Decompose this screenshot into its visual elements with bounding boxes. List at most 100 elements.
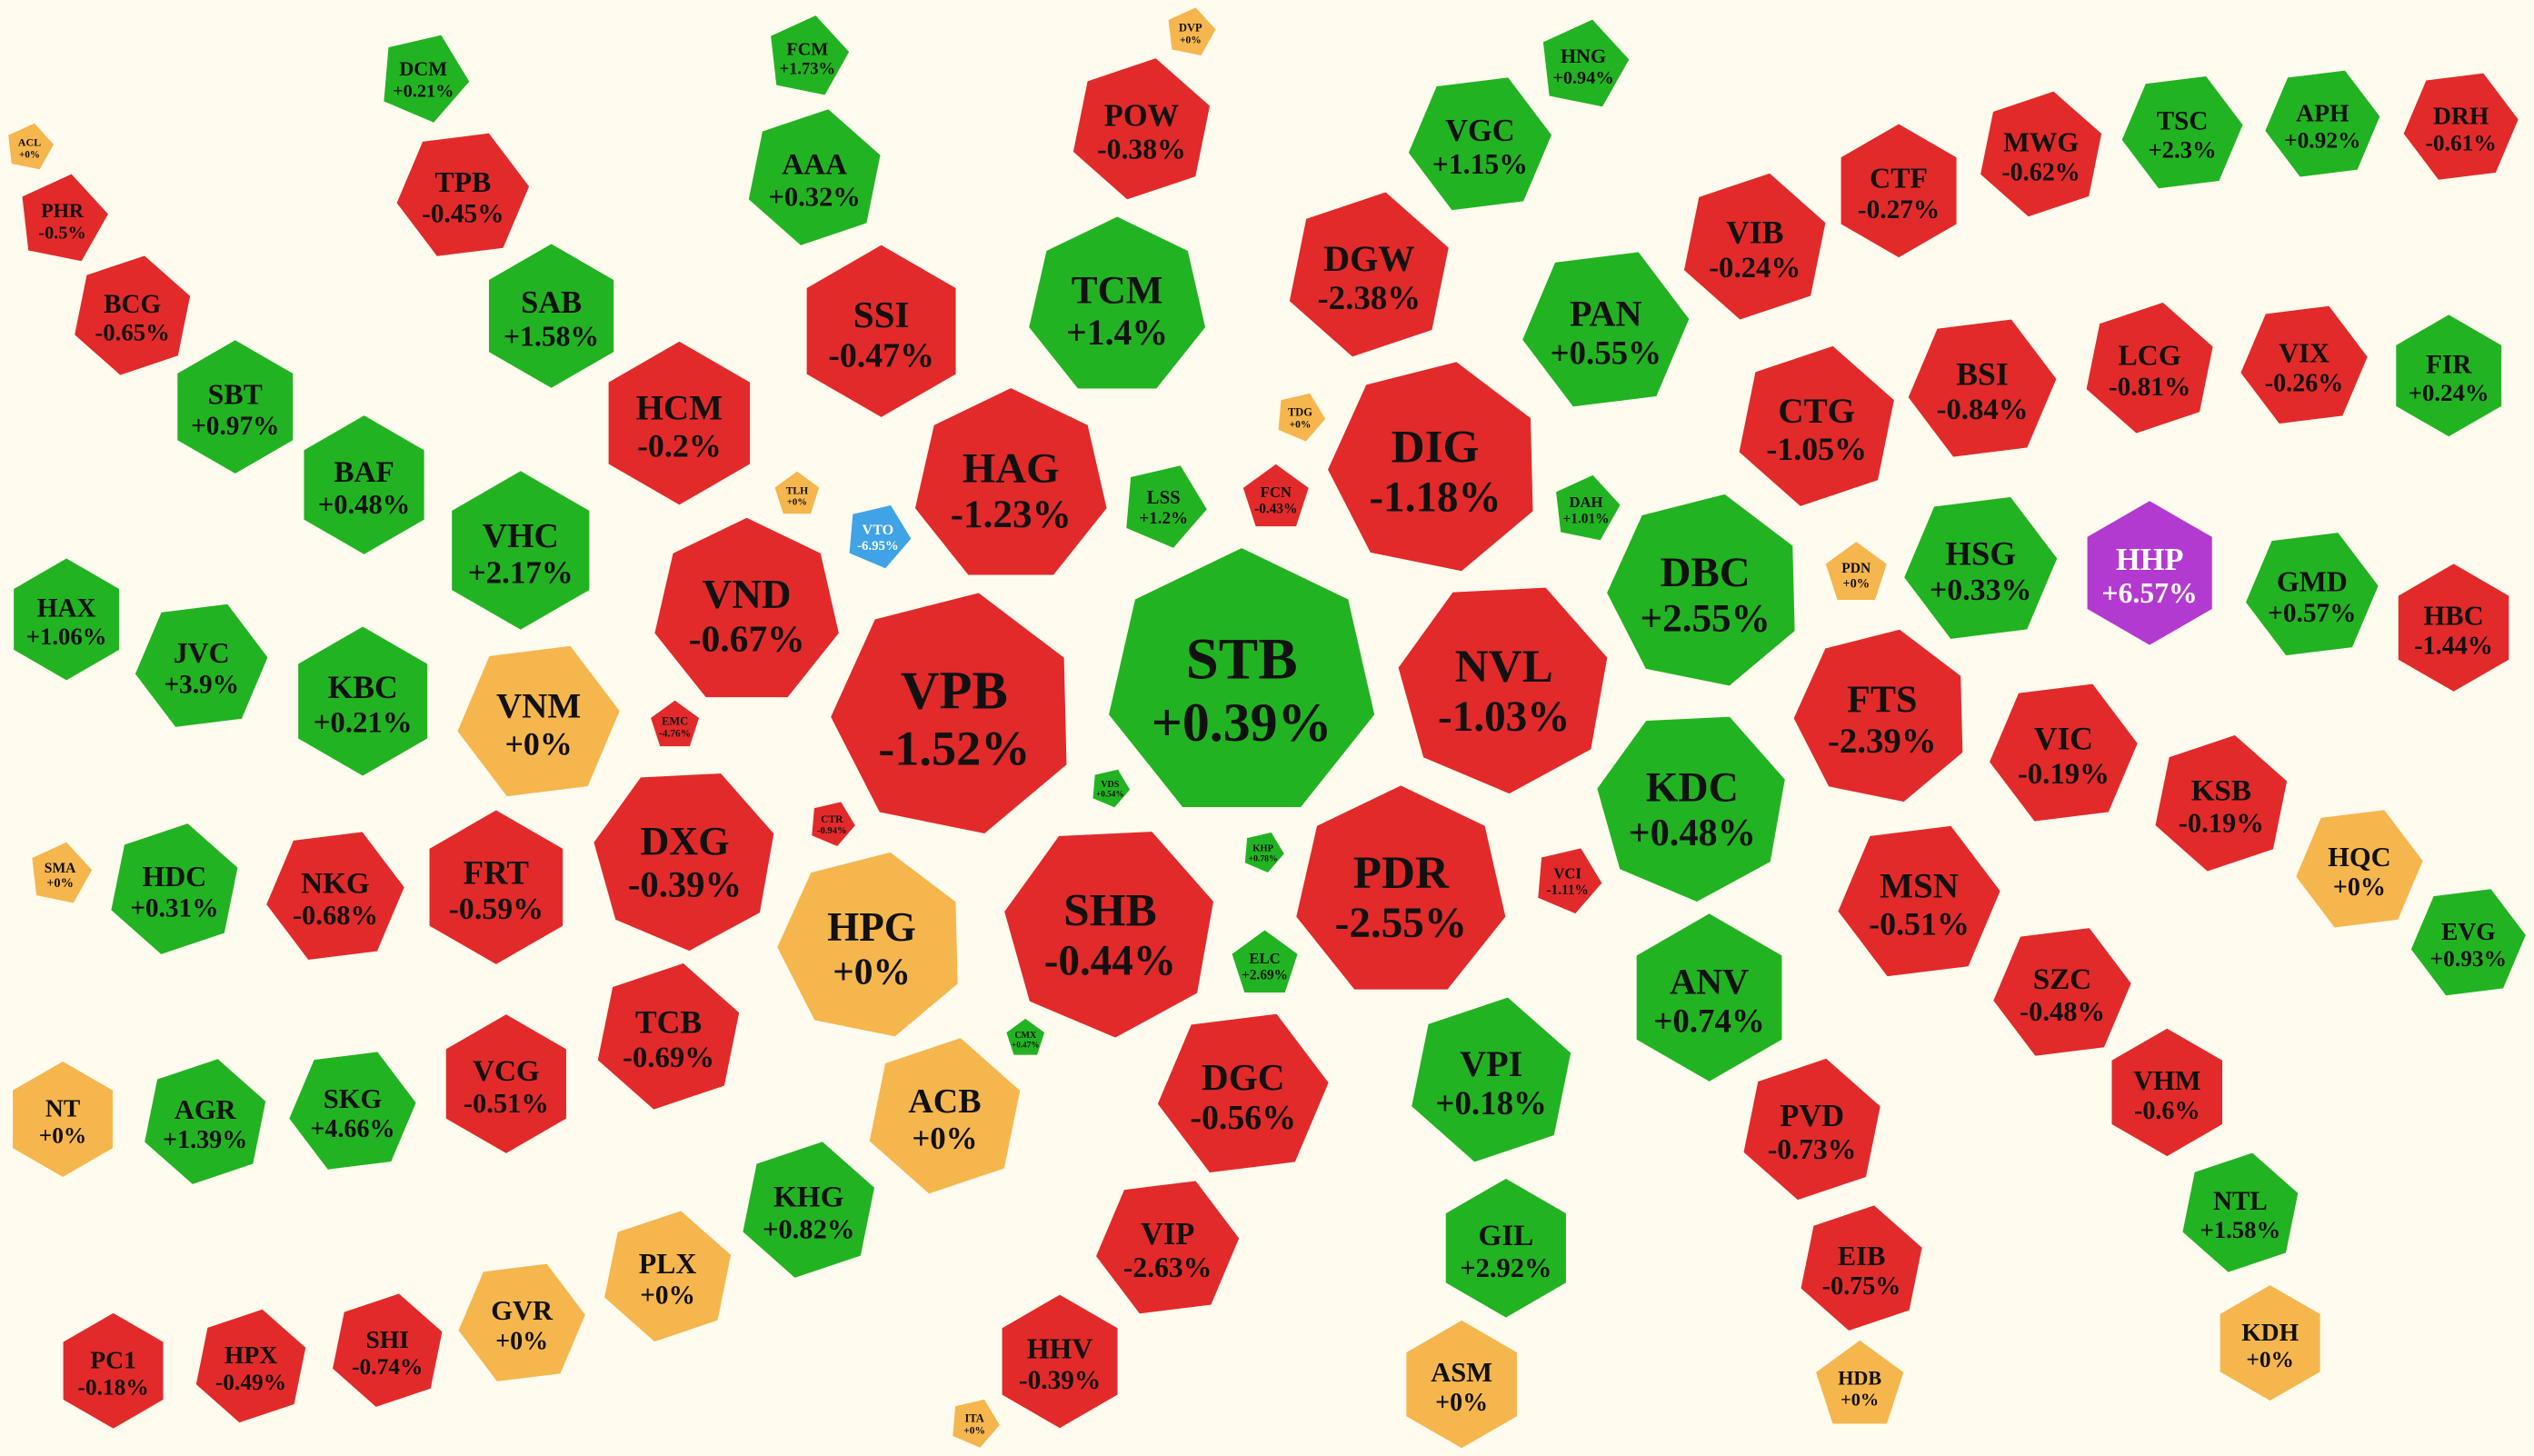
cell-vip[interactable]: VIP-2.63%	[1091, 1176, 1244, 1319]
cell-vci[interactable]: VCI-1.11%	[1535, 845, 1605, 917]
cell-hcm[interactable]: HCM-0.2%	[604, 335, 755, 511]
cell-hdc[interactable]: HDC+0.31%	[106, 819, 243, 959]
cell-pc1[interactable]: PC1-0.18%	[59, 1309, 167, 1432]
cell-gmd[interactable]: GMD+0.57%	[2241, 528, 2383, 660]
cell-vib[interactable]: VIB-0.24%	[1679, 168, 1831, 324]
cell-vgc[interactable]: VGC+1.15%	[1403, 73, 1557, 215]
cell-evg[interactable]: EVG+0.93%	[2407, 885, 2530, 1000]
cell-hax[interactable]: HAX+1.06%	[10, 554, 124, 684]
cell-jvc[interactable]: JVC+3.9%	[131, 600, 273, 732]
cell-hsg[interactable]: HSG+0.33%	[1899, 492, 2062, 644]
cell-kbc[interactable]: KBC+0.21%	[294, 622, 433, 781]
cell-pdr[interactable]: PDR-2.55%	[1289, 778, 1512, 996]
cell-agr[interactable]: AGR+1.39%	[140, 1054, 270, 1189]
cell-vcg[interactable]: VCG-0.51%	[442, 1010, 571, 1158]
cell-cmx[interactable]: CMX+0.47%	[1003, 1015, 1048, 1058]
cell-hhv[interactable]: HHV-0.39%	[998, 1290, 1122, 1433]
cell-ntl[interactable]: NTL+1.58%	[2179, 1149, 2302, 1277]
cell-hng[interactable]: HNG+0.94%	[1540, 16, 1632, 110]
cell-dvp[interactable]: DVP+0%	[1165, 5, 1219, 59]
cell-pvd[interactable]: PVD-0.73%	[1739, 1053, 1885, 1205]
cell-acb[interactable]: ACB+0%	[864, 1032, 1025, 1200]
cell-pow[interactable]: POW-0.38%	[1068, 53, 1215, 204]
cell-sma[interactable]: SMA+0%	[29, 839, 95, 906]
cell-hdb[interactable]: HDB+0%	[1812, 1337, 1907, 1427]
cell-vto[interactable]: VTO-6.95%	[846, 502, 914, 572]
cell-shi[interactable]: SHI-0.74%	[328, 1290, 446, 1411]
cell-hbc[interactable]: HBC-1.44%	[2394, 559, 2513, 696]
cell-nt2[interactable]: NT+0%	[9, 1057, 116, 1182]
cell-vds[interactable]: VDS+0.54%	[1090, 766, 1133, 811]
cell-pdn[interactable]: PDN+0%	[1822, 538, 1891, 603]
cell-ksb[interactable]: KSB-0.19%	[2150, 730, 2292, 876]
cell-fir[interactable]: FIR+0.24%	[2392, 310, 2506, 441]
cell-ita[interactable]: ITA+0%	[950, 1396, 1003, 1451]
cell-phr[interactable]: PHR-0.5%	[19, 171, 112, 264]
cell-nkg[interactable]: NKG-0.68%	[262, 827, 409, 964]
cell-lcg[interactable]: LCG-0.81%	[2081, 298, 2218, 438]
cell-anv[interactable]: ANV+0.74%	[1631, 908, 1788, 1087]
cell-dig[interactable]: DIG-1.18%	[1321, 354, 1540, 578]
cell-drh[interactable]: DRH-0.61%	[2399, 69, 2522, 184]
cell-fcn[interactable]: FCN-0.43%	[1240, 461, 1312, 530]
cell-frt[interactable]: FRT-0.59%	[424, 804, 568, 970]
cell-ssi[interactable]: SSI-0.47%	[801, 239, 962, 424]
cell-khg[interactable]: KHG+0.82%	[738, 1137, 879, 1282]
cell-ctf[interactable]: CTF-0.27%	[1837, 119, 1961, 263]
cell-gvr[interactable]: GVR+0%	[454, 1260, 590, 1386]
cell-sbt[interactable]: SBT+0.97%	[173, 335, 297, 478]
cell-nvl[interactable]: NVL-1.03%	[1391, 581, 1614, 801]
cell-tpb[interactable]: TPB-0.45%	[392, 129, 534, 261]
cell-hhp[interactable]: HHP+6.57%	[2082, 495, 2217, 650]
cell-hpg[interactable]: HPG+0%	[771, 846, 964, 1043]
cell-dgc[interactable]: DGC-0.56%	[1152, 1008, 1334, 1179]
cell-dcm[interactable]: DCM+0.21%	[381, 32, 473, 126]
cell-kdh[interactable]: KDH+0%	[2216, 1281, 2324, 1405]
cell-acl[interactable]: ACL+0%	[5, 120, 57, 173]
cell-fcm[interactable]: FCM+1.73%	[768, 12, 853, 98]
cell-tdg[interactable]: TDG+0%	[1275, 390, 1329, 444]
cell-ctg[interactable]: CTG-1.05%	[1733, 340, 1900, 512]
cell-vnm[interactable]: VNM+0%	[452, 641, 625, 802]
cell-bcg[interactable]: BCG-0.65%	[70, 252, 195, 380]
cell-vix[interactable]: VIX-0.26%	[2236, 302, 2372, 428]
cell-dah[interactable]: DAH+1.01%	[1553, 472, 1623, 544]
cell-hag[interactable]: HAG-1.23%	[908, 382, 1113, 582]
cell-tcm[interactable]: TCM+1.4%	[1023, 211, 1212, 394]
cell-ctr[interactable]: CTR-0.94%	[809, 799, 859, 850]
cell-khp2[interactable]: KHP+0.78%	[1242, 829, 1288, 876]
cell-pan[interactable]: PAN+0.55%	[1517, 246, 1695, 413]
cell-vhm[interactable]: VHM-0.6%	[2108, 1024, 2227, 1161]
cell-vpi[interactable]: VPI+0.18%	[1406, 992, 1577, 1168]
cell-eib[interactable]: EIB-0.75%	[1796, 1201, 1927, 1335]
cell-aph[interactable]: APH+0.92%	[2261, 66, 2384, 181]
cell-dbc[interactable]: DBC+2.55%	[1601, 487, 1801, 693]
cell-stb[interactable]: STB+0.39%	[1100, 539, 1383, 816]
cell-tsc[interactable]: TSC+2.3%	[2118, 72, 2247, 193]
cell-mwg[interactable]: MWG-0.62%	[1976, 87, 2106, 221]
cell-tcb[interactable]: TCB-0.69%	[593, 958, 744, 1115]
cell-vic[interactable]: VIC-0.19%	[1984, 679, 2143, 826]
cell-emc[interactable]: EMC-4.76%	[647, 697, 703, 750]
cell-bsi[interactable]: BSI-0.84%	[1903, 314, 2061, 462]
cell-msn[interactable]: MSN-0.51%	[1832, 821, 2006, 982]
cell-kdc[interactable]: KDC+0.48%	[1591, 711, 1791, 908]
cell-gil[interactable]: GIL+2.92%	[1442, 1173, 1571, 1322]
cell-elc[interactable]: ELC+2.69%	[1229, 927, 1301, 995]
cell-szc[interactable]: SZC-0.48%	[1989, 923, 2136, 1061]
cell-sab[interactable]: SAB+1.58%	[484, 239, 619, 394]
cell-tlh[interactable]: TLH+0%	[772, 468, 823, 517]
cell-hpx[interactable]: HPX-0.49%	[192, 1305, 310, 1427]
cell-aaa[interactable]: AAA+0.32%	[743, 105, 885, 250]
cell-vhc[interactable]: VHC+2.17%	[446, 465, 594, 635]
cell-baf[interactable]: BAF+0.48%	[299, 411, 429, 559]
cell-plx[interactable]: PLX+0%	[600, 1206, 735, 1346]
cell-lss[interactable]: LSS+1.2%	[1123, 463, 1211, 552]
cell-shb[interactable]: SHB-0.44%	[997, 824, 1221, 1045]
cell-fts[interactable]: FTS-2.39%	[1788, 623, 1969, 808]
cell-hqc[interactable]: HQC+0%	[2291, 805, 2428, 932]
cell-dgw[interactable]: DGW-2.38%	[1283, 186, 1454, 363]
cell-dxg[interactable]: DXG-0.39%	[587, 767, 780, 957]
cell-vnd[interactable]: VND-0.67%	[648, 511, 845, 703]
cell-skg[interactable]: SKG+4.66%	[284, 1047, 421, 1174]
